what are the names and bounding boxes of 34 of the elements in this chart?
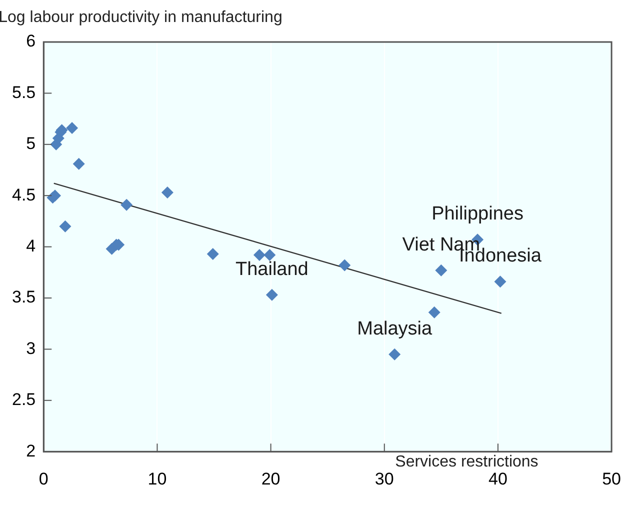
x-tick-label: 50 bbox=[602, 469, 622, 488]
y-tick-label: 3.5 bbox=[12, 288, 36, 307]
annotation: Thailand bbox=[235, 258, 308, 280]
y-tick-label: 6 bbox=[26, 32, 36, 51]
point bbox=[161, 186, 174, 199]
point bbox=[264, 248, 276, 261]
point bbox=[253, 248, 266, 261]
point bbox=[428, 306, 440, 318]
point bbox=[338, 259, 351, 272]
y-tick-label: 5.5 bbox=[12, 82, 36, 102]
y-tick-label: 2 bbox=[26, 441, 36, 460]
x-tick-label: 30 bbox=[374, 469, 394, 488]
point bbox=[72, 158, 85, 170]
point bbox=[59, 220, 72, 232]
point bbox=[494, 276, 506, 288]
annotation: Malaysia bbox=[357, 318, 433, 340]
y-tick-label: 4.5 bbox=[12, 185, 36, 204]
y-tick-label: 4 bbox=[26, 236, 36, 256]
y-tick-label: 5 bbox=[26, 134, 36, 154]
x-tick-label: 20 bbox=[261, 469, 280, 488]
point bbox=[66, 122, 78, 134]
annotation: Philippines bbox=[432, 204, 524, 225]
x-tick-label: 0 bbox=[38, 469, 48, 488]
y-tick-label: 2.5 bbox=[12, 390, 36, 410]
point bbox=[266, 288, 278, 301]
point bbox=[120, 198, 133, 211]
point bbox=[435, 264, 448, 276]
y-tick-label: 3 bbox=[26, 338, 36, 358]
x-tick-label: 10 bbox=[148, 469, 167, 488]
y-axis-title: Log labour productivity in manufacturing bbox=[0, 9, 282, 26]
x-tick-label: 40 bbox=[488, 469, 508, 488]
x-axis-title: Services restrictions bbox=[395, 454, 538, 471]
point bbox=[388, 348, 401, 360]
point bbox=[206, 248, 219, 260]
